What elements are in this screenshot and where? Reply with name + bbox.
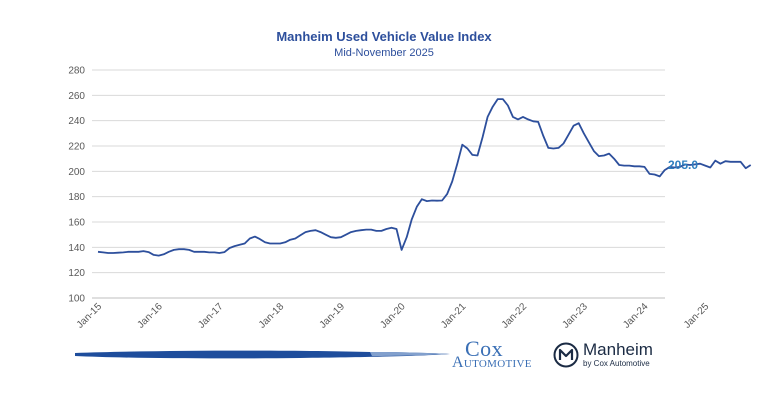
x-tick-label: Jan-19 xyxy=(318,301,348,331)
x-tick-label: Jan-23 xyxy=(560,301,590,331)
x-tick-label: Jan-22 xyxy=(500,301,530,331)
x-tick-label: Jan-21 xyxy=(439,301,469,331)
y-tick-label: 100 xyxy=(68,294,85,305)
y-tick-label: 200 xyxy=(68,167,85,178)
footer-brand-bar xyxy=(0,335,768,375)
x-tick-label: Jan-15 xyxy=(75,301,105,331)
y-axis-ticks: 100 120 140 160 180 200 220 240 260 280 xyxy=(68,66,85,305)
y-tick-label: 280 xyxy=(68,66,85,77)
x-tick-label: Jan-25 xyxy=(682,301,712,331)
series-layer xyxy=(97,98,752,257)
chart-title: Manheim Used Vehicle Value Index xyxy=(276,29,492,44)
y-tick-label: 120 xyxy=(68,268,85,279)
x-tick-label: Jan-18 xyxy=(257,301,287,331)
manheim-logo-icon xyxy=(553,342,579,368)
y-tick-label: 180 xyxy=(68,192,85,203)
cox-automotive-logo-sub: Automotive xyxy=(452,354,532,371)
cox-automotive-logo-word: Cox xyxy=(465,336,504,361)
y-tick-label: 220 xyxy=(68,142,85,153)
y-tick-label: 160 xyxy=(68,218,85,229)
y-tick-label: 240 xyxy=(68,116,85,127)
brush-stroke-graphic xyxy=(75,350,450,359)
x-axis-ticks: Jan-15 Jan-16 Jan-17 Jan-18 Jan-19 Jan-20 Jan-… xyxy=(75,301,712,331)
grid-lines xyxy=(92,69,665,299)
x-tick-label: Jan-16 xyxy=(135,301,165,331)
end-value-label: 205.0 xyxy=(668,158,698,172)
y-tick-label: 260 xyxy=(68,91,85,102)
x-tick-label: Jan-17 xyxy=(196,301,226,331)
chart-subtitle: Mid-November 2025 xyxy=(334,47,434,59)
series-line xyxy=(97,98,752,257)
x-tick-label: Jan-24 xyxy=(621,301,651,331)
manheim-logo-sub: by Cox Automotive xyxy=(583,359,650,368)
x-tick-label: Jan-20 xyxy=(378,301,408,331)
manheim-logo-word: Manheim xyxy=(583,340,653,359)
y-tick-label: 140 xyxy=(68,243,85,254)
